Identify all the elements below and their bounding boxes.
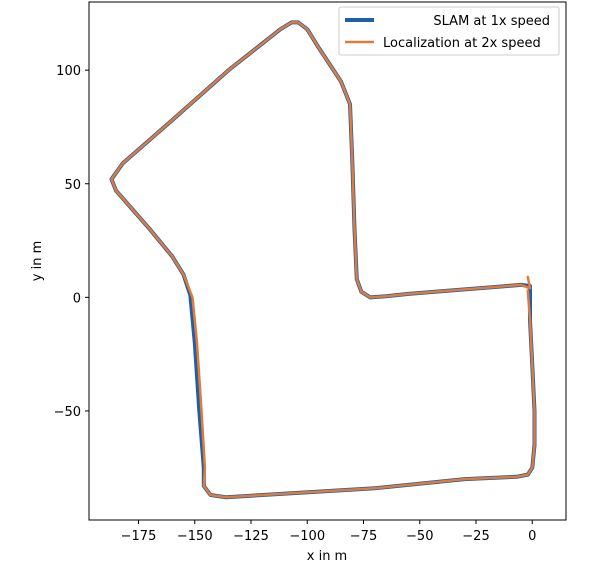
series-line-localization (110, 21, 536, 499)
x-axis-label: x in m (307, 549, 347, 564)
legend-label-localization: Localization at 2x speed (383, 36, 541, 51)
x-tick-label: −50 (406, 529, 433, 544)
x-tick-label: 0 (528, 529, 536, 544)
series-layer (109, 20, 537, 500)
x-tick-label: −100 (289, 529, 325, 544)
x-tick-label: −25 (462, 529, 489, 544)
plot-frame (88, 1, 567, 521)
y-axis-label: y in m (30, 241, 45, 281)
legend-label-slam: SLAM at 1x speed (433, 14, 550, 29)
x-tick-label: −125 (233, 529, 269, 544)
x-tick-label: −175 (121, 529, 157, 544)
y-tick-label: 100 (56, 64, 81, 79)
y-tick-label: −50 (54, 405, 81, 420)
legend: SLAM at 1x speed Localization at 2x spee… (338, 6, 560, 56)
y-tick-label: 0 (73, 291, 81, 306)
x-tick-label: −75 (350, 529, 377, 544)
y-tick-label: 50 (64, 178, 81, 193)
x-tick-label: −150 (177, 529, 213, 544)
x-axis-ticks: −175 −150 −125 −100 −75 −50 −25 0 (121, 520, 536, 544)
legend-box (338, 6, 560, 56)
y-axis-ticks: −50 0 50 100 (54, 64, 89, 420)
